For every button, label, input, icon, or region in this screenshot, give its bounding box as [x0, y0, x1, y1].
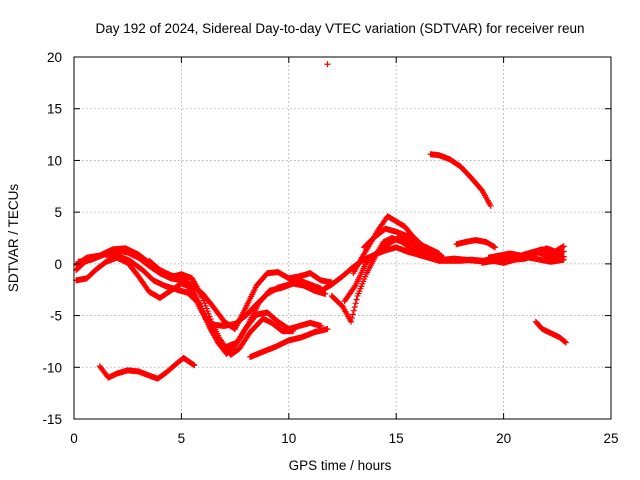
data-points: [73, 61, 569, 382]
data-point: [351, 283, 358, 290]
series-track-8: [324, 61, 331, 68]
series-track-14: [453, 237, 499, 251]
series-track-5: [146, 257, 297, 358]
data-point: [290, 328, 297, 335]
y-tick-label: -15: [42, 412, 62, 427]
x-tick-label: 25: [603, 431, 618, 446]
x-axis: 0 5 10 15 20 25: [70, 57, 619, 446]
x-axis-label: GPS time / hours: [289, 458, 392, 473]
y-axis: -15 -10 -5 0 5 10 15 20: [42, 50, 611, 427]
data-point: [191, 362, 198, 369]
x-tick-label: 20: [496, 431, 511, 446]
series-track-4: [75, 251, 329, 351]
data-point: [487, 202, 494, 209]
data-point: [349, 315, 356, 322]
data-point: [206, 313, 213, 320]
data-point: [560, 243, 567, 250]
series-track-16: [532, 318, 569, 346]
data-point: [204, 308, 211, 315]
y-tick-label: 10: [47, 153, 62, 168]
x-tick-label: 0: [70, 431, 78, 446]
data-point: [436, 250, 443, 257]
data-point: [190, 361, 197, 368]
series-track-15: [427, 151, 494, 209]
data-point: [201, 300, 208, 307]
data-point: [352, 300, 359, 307]
x-tick-label: 15: [389, 431, 404, 446]
data-point: [560, 256, 567, 263]
y-axis-label: SDTVAR / TECUs: [6, 184, 21, 293]
chart-title: Day 192 of 2024, Sidereal Day-to-day VTE…: [96, 21, 585, 36]
data-point: [349, 311, 356, 318]
data-point: [351, 304, 358, 311]
y-tick-label: -10: [42, 360, 62, 375]
data-point: [440, 254, 447, 261]
x-tick-label: 10: [281, 431, 296, 446]
data-point: [348, 318, 355, 325]
x-tick-label: 5: [178, 431, 186, 446]
series-track-7: [96, 354, 198, 382]
data-point: [562, 339, 569, 346]
y-tick-label: 5: [54, 205, 62, 220]
data-point: [353, 296, 360, 303]
grid-lines: [74, 57, 611, 419]
data-point: [200, 297, 207, 304]
series-track-13: [341, 235, 434, 305]
data-point: [203, 305, 210, 312]
data-point: [205, 310, 212, 317]
data-point: [324, 61, 331, 68]
plot-frame: [73, 56, 612, 420]
data-point: [560, 248, 567, 255]
y-tick-label: 20: [47, 50, 62, 65]
data-point: [202, 302, 209, 309]
series-track-18: [485, 246, 567, 261]
data-point: [492, 244, 499, 251]
y-tick-label: 0: [54, 257, 62, 272]
data-point: [561, 338, 568, 345]
data-point: [350, 307, 357, 314]
data-point: [199, 294, 206, 301]
data-point: [324, 326, 331, 333]
data-point: [322, 290, 329, 297]
data-point: [427, 249, 434, 256]
y-tick-label: -5: [50, 309, 62, 324]
y-tick-label: 15: [47, 102, 62, 117]
data-point: [207, 316, 214, 323]
series-track-17: [479, 243, 567, 266]
series-track-6: [247, 326, 331, 360]
